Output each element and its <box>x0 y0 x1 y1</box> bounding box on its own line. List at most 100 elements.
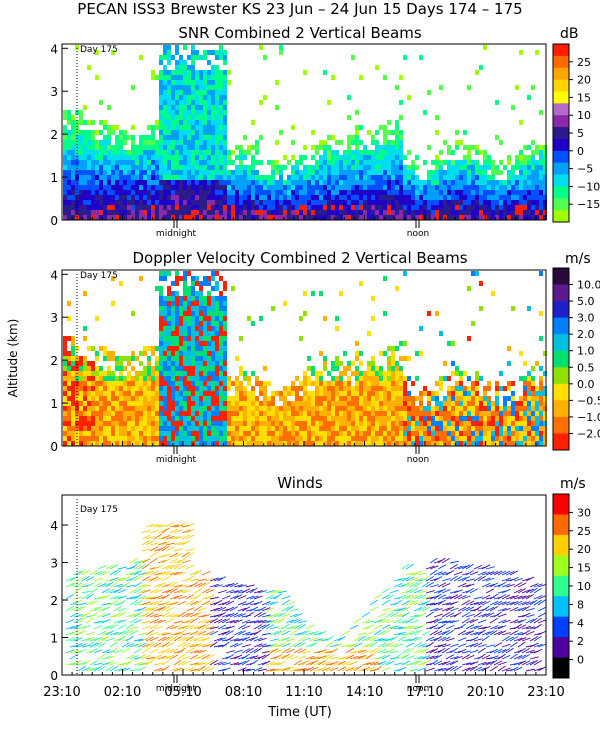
heatmap-cell <box>79 110 83 115</box>
heatmap-cell <box>159 381 163 386</box>
heatmap-cell <box>227 80 231 85</box>
heatmap-cell <box>195 401 199 406</box>
heatmap-cell <box>351 210 355 215</box>
heatmap-cell <box>315 195 319 200</box>
heatmap-cell <box>135 371 139 376</box>
wind-barb <box>181 624 191 630</box>
heatmap-cell <box>75 165 79 170</box>
heatmap-cell <box>207 426 211 431</box>
heatmap-cell <box>111 130 115 135</box>
heatmap-cell <box>475 411 479 416</box>
heatmap-cell <box>475 431 479 436</box>
heatmap-cell <box>451 396 455 401</box>
heatmap-cell <box>67 145 71 150</box>
heatmap-cell <box>479 401 483 406</box>
heatmap-cell <box>115 125 119 130</box>
heatmap-cell <box>119 396 123 401</box>
heatmap-cell <box>99 200 103 205</box>
heatmap-cell <box>407 190 411 195</box>
heatmap-cell <box>343 406 347 411</box>
heatmap-cell <box>155 346 159 351</box>
heatmap-cell <box>203 426 207 431</box>
heatmap-cell <box>183 351 187 356</box>
heatmap-cell <box>431 170 435 175</box>
heatmap-cell <box>139 391 143 396</box>
heatmap-cell <box>275 411 279 416</box>
heatmap-cell <box>463 145 467 150</box>
colorbar-label: −1.0 <box>577 411 600 424</box>
heatmap-cell <box>231 411 235 416</box>
heatmap-cell <box>459 381 463 386</box>
heatmap-cell <box>199 331 203 336</box>
heatmap-cell <box>435 215 439 220</box>
heatmap-cell <box>159 291 163 296</box>
heatmap-cell <box>391 396 395 401</box>
heatmap-cell <box>239 401 243 406</box>
heatmap-cell <box>175 145 179 150</box>
heatmap-cell <box>407 426 411 431</box>
heatmap-cell <box>407 170 411 175</box>
heatmap-cell <box>187 296 191 301</box>
heatmap-cell <box>307 401 311 406</box>
heatmap-cell <box>379 200 383 205</box>
heatmap-cell <box>159 296 163 301</box>
heatmap-cell <box>531 165 535 170</box>
heatmap-cell <box>351 180 355 185</box>
heatmap-cell <box>359 155 363 160</box>
heatmap-cell <box>407 175 411 180</box>
wind-barb <box>109 600 119 606</box>
heatmap-cell <box>143 160 147 165</box>
heatmap-cell <box>291 170 295 175</box>
heatmap-cell <box>267 195 271 200</box>
heatmap-cell <box>347 391 351 396</box>
wind-barb <box>153 607 163 612</box>
heatmap-cell <box>79 145 83 150</box>
heatmap-cell <box>159 376 163 381</box>
heatmap-cell <box>219 336 223 341</box>
heatmap-cell <box>271 200 275 205</box>
wind-barb <box>161 589 171 594</box>
wind-barb <box>113 569 122 576</box>
heatmap-cell <box>535 175 539 180</box>
heatmap-cell <box>351 155 355 160</box>
heatmap-cell <box>343 401 347 406</box>
heatmap-cell <box>311 381 315 386</box>
heatmap-cell <box>319 371 323 376</box>
heatmap-cell <box>451 165 455 170</box>
heatmap-cell <box>175 150 179 155</box>
heatmap-cell <box>79 120 83 125</box>
heatmap-cell <box>407 441 411 446</box>
heatmap-cell <box>335 356 339 361</box>
heatmap-cell <box>187 165 191 170</box>
heatmap-cell <box>159 426 163 431</box>
heatmap-cell <box>487 200 491 205</box>
heatmap-cell <box>339 180 343 185</box>
heatmap-cell <box>223 130 227 135</box>
heatmap-cell <box>107 210 111 215</box>
heatmap-cell <box>379 185 383 190</box>
heatmap-cell <box>179 426 183 431</box>
colorbar-swatch <box>553 334 569 352</box>
heatmap-cell <box>391 366 395 371</box>
heatmap-cell <box>387 361 391 366</box>
heatmap-cell <box>527 165 531 170</box>
heatmap-cell <box>219 165 223 170</box>
wind-barb <box>117 635 126 642</box>
heatmap-cell <box>251 396 255 401</box>
heatmap-cell <box>503 215 507 220</box>
heatmap-cell <box>159 110 163 115</box>
heatmap-cell <box>483 396 487 401</box>
wind-barb <box>125 642 135 648</box>
heatmap-cell <box>167 311 171 316</box>
heatmap-cell <box>147 135 151 140</box>
heatmap-cell <box>103 431 107 436</box>
heatmap-cell <box>251 215 255 220</box>
heatmap-cell <box>539 185 543 190</box>
heatmap-cell <box>327 180 331 185</box>
heatmap-cell <box>299 386 303 391</box>
heatmap-cell <box>107 441 111 446</box>
heatmap-cell <box>379 215 383 220</box>
heatmap-cell <box>415 376 419 381</box>
wind-barb <box>93 625 103 630</box>
heatmap-cell <box>451 190 455 195</box>
